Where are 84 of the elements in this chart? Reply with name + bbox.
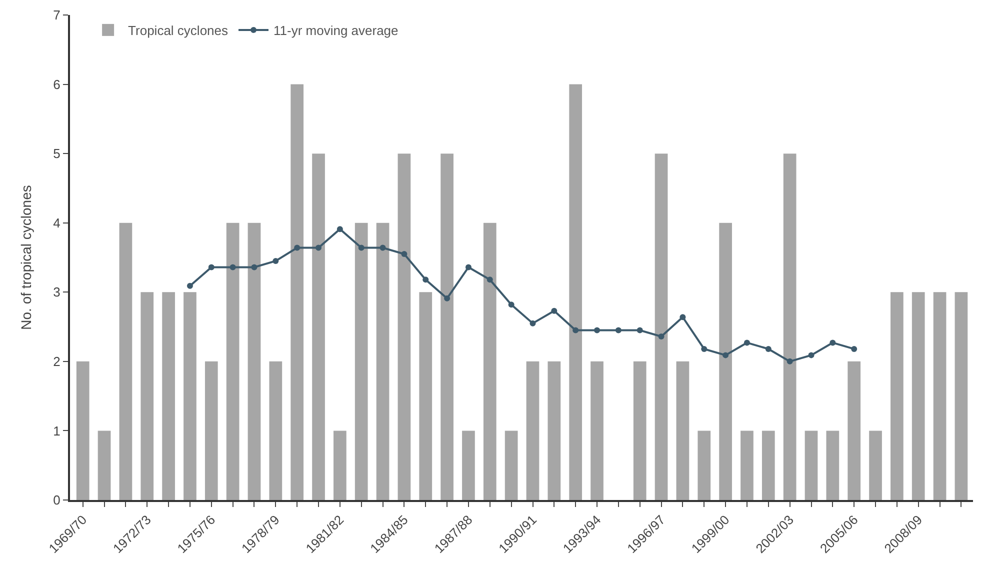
point (186, 282, 193, 289)
bar (140, 292, 154, 500)
point (380, 244, 386, 251)
bar (76, 361, 90, 500)
point (336, 226, 343, 232)
legend-label: Tropical cyclones (128, 23, 229, 38)
bar (654, 154, 668, 500)
point (465, 264, 472, 270)
point (230, 264, 236, 270)
bar (933, 292, 946, 500)
bar (269, 361, 282, 500)
point (572, 327, 579, 334)
y-tick-label: 0 (53, 492, 60, 508)
bar (633, 361, 646, 500)
point (486, 276, 493, 283)
bar (419, 292, 432, 500)
bar (119, 222, 132, 500)
point (808, 352, 814, 358)
point (401, 251, 408, 258)
bar (398, 154, 411, 500)
bar (354, 222, 368, 500)
point (658, 333, 664, 340)
y-tick-label: 1 (53, 423, 60, 438)
y-tick-label: 7 (53, 8, 60, 23)
point (294, 244, 300, 251)
bar (98, 430, 111, 500)
point (701, 346, 708, 352)
bar (740, 430, 754, 500)
point (208, 264, 214, 270)
bar (804, 430, 818, 500)
point (551, 308, 558, 314)
point (251, 264, 258, 270)
bar (376, 222, 390, 500)
bar (698, 430, 711, 500)
bar (869, 430, 882, 500)
point (530, 320, 536, 326)
point (744, 340, 750, 346)
bar (248, 222, 261, 500)
point (594, 327, 600, 334)
bar (290, 84, 304, 500)
bar (440, 154, 454, 500)
point (272, 258, 279, 264)
y-tick-label: 3 (53, 284, 60, 300)
bar (676, 361, 690, 500)
bar (462, 430, 475, 500)
point (316, 244, 322, 251)
point (830, 340, 836, 346)
bar (526, 361, 540, 500)
point (508, 302, 514, 308)
y-tick-label: 4 (53, 215, 60, 230)
y-axis-title: No. of tropical cyclones (18, 185, 34, 330)
bar (184, 292, 196, 500)
point (722, 352, 729, 358)
legend-label: 11-yr moving average (274, 23, 398, 38)
bar (226, 222, 240, 500)
point (444, 295, 450, 302)
bar (848, 361, 861, 500)
bar (890, 292, 904, 500)
point (422, 276, 429, 283)
bar (504, 430, 518, 500)
y-tick-label: 2 (53, 354, 60, 369)
y-tick-label: 6 (53, 76, 60, 92)
bar (483, 222, 496, 500)
point (358, 244, 364, 251)
bar (783, 154, 796, 500)
point (765, 346, 772, 352)
bar (548, 361, 561, 500)
point (636, 327, 643, 334)
bar (204, 361, 218, 500)
point (615, 327, 622, 334)
point (680, 314, 686, 320)
bar (826, 430, 840, 500)
bar (762, 430, 775, 500)
bar (912, 292, 925, 500)
bar (719, 222, 732, 500)
y-tick-label: 5 (53, 146, 60, 162)
bar (569, 84, 582, 500)
bar (590, 361, 604, 500)
bar (162, 292, 175, 500)
point (786, 358, 793, 364)
bar (312, 154, 325, 500)
bar (954, 292, 968, 500)
bar (334, 430, 346, 500)
point (851, 346, 858, 352)
